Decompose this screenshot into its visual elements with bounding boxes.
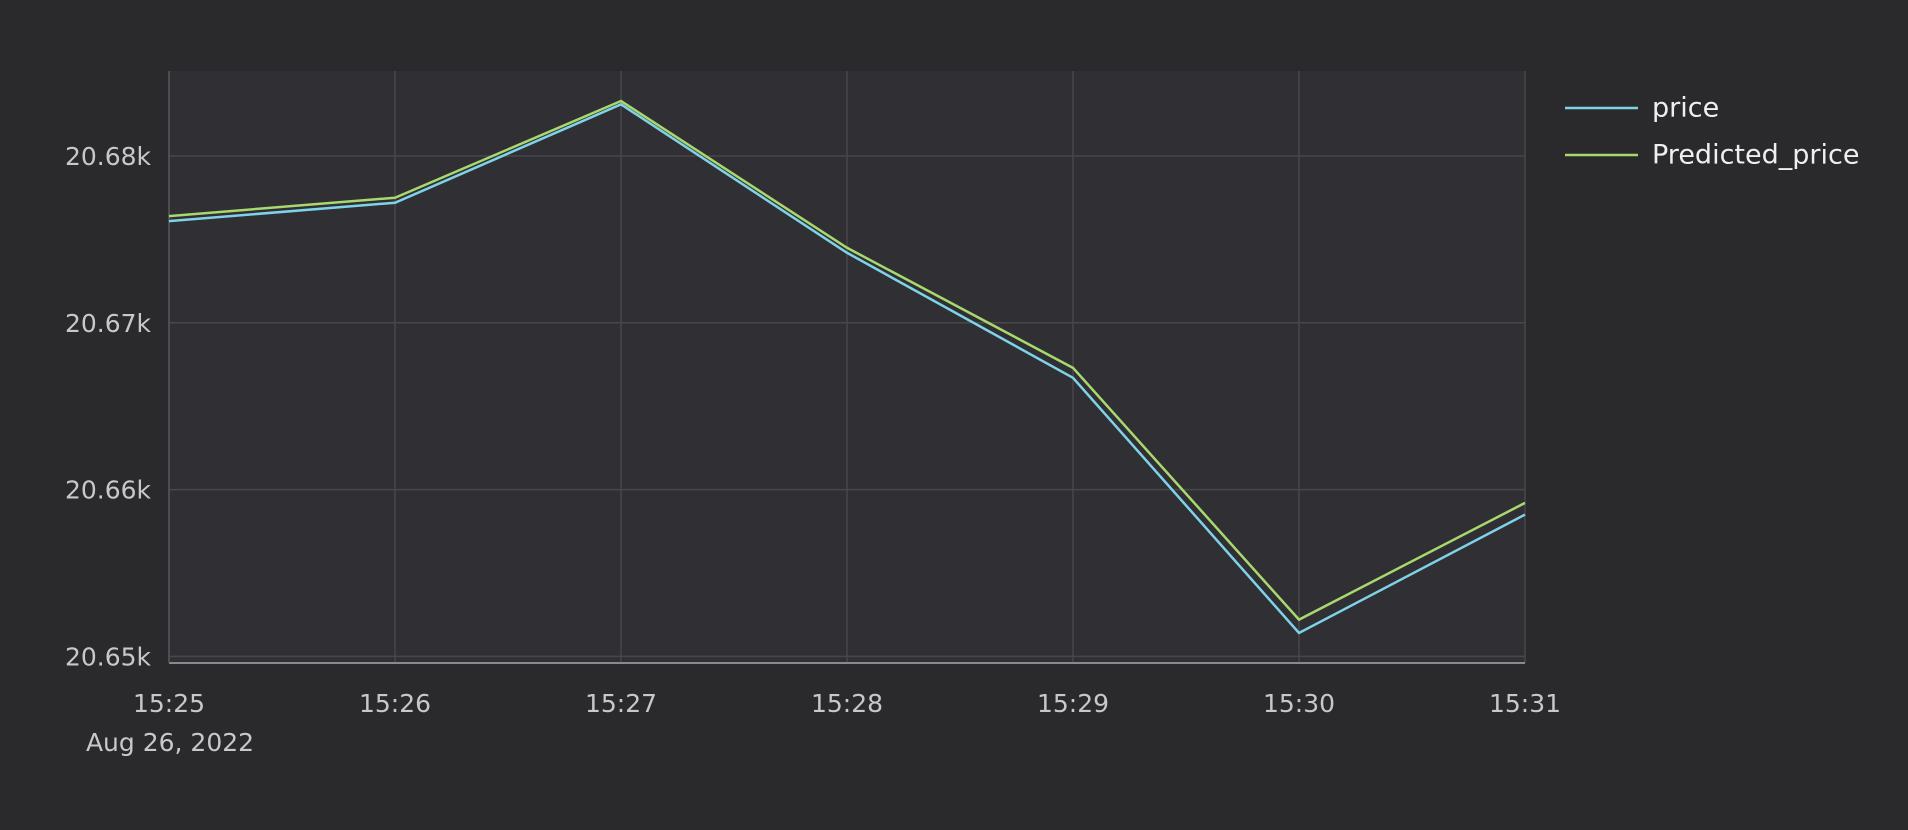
x-tick-label: 15:31 — [1489, 689, 1561, 718]
series-line — [168, 99, 1526, 622]
x-tick-label: 15:26 — [359, 689, 431, 718]
x-tick-label: 15:27 — [585, 689, 657, 718]
legend-label: Predicted_price — [1652, 140, 1859, 171]
x-date-label: Aug 26, 2022 — [86, 728, 254, 757]
y-tick-label: 20.66k — [65, 476, 152, 505]
y-tick-label: 20.65k — [65, 642, 152, 671]
series-line — [168, 102, 1526, 635]
y-tick-label: 20.68k — [65, 142, 152, 171]
x-tick-label: 15:25 — [133, 689, 205, 718]
y-tick-label: 20.67k — [65, 309, 152, 338]
legend-label: price — [1652, 93, 1719, 124]
x-tick-label: 15:28 — [811, 689, 883, 718]
x-tick-label: 15:30 — [1263, 689, 1335, 718]
x-tick-label: 15:29 — [1037, 689, 1109, 718]
